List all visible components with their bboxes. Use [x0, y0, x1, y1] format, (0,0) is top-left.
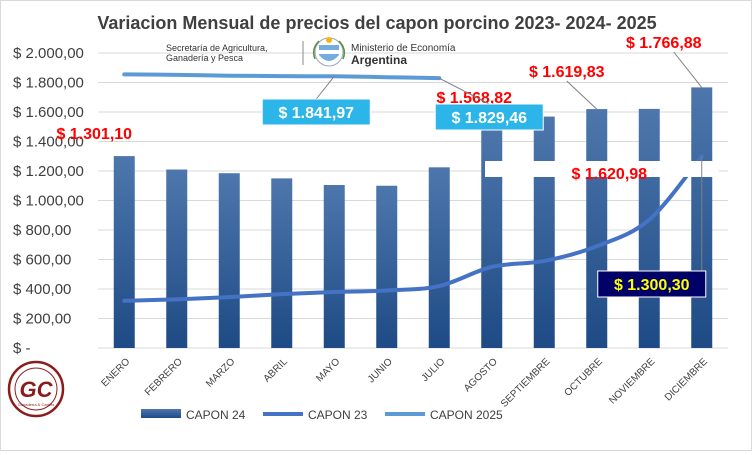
leader-line	[315, 75, 335, 100]
x-tick-label: AGOSTO	[462, 356, 500, 394]
y-tick-label: $ -	[13, 340, 31, 357]
legend-label: CAPON 24	[186, 408, 246, 422]
data-label-box	[261, 98, 371, 126]
bar	[271, 178, 293, 348]
legend: CAPON 24 CAPON 23 CAPON 2025	[141, 408, 503, 422]
line-series	[122, 72, 704, 303]
data-label-box	[434, 103, 544, 131]
gc-logo-subtext: Ganadería & Carnes	[18, 402, 55, 407]
government-logo: Secretaría de Agricultura, Ganadería y Pe…	[166, 37, 456, 67]
x-tick-label: ENERO	[99, 356, 132, 389]
y-axis-ticks: $ - $ 200,00 $ 400,00 $ 600,00 $ 800,00 $ 1.0…	[13, 45, 84, 357]
bar	[586, 109, 608, 348]
y-tick-label: $ 400,00	[13, 281, 71, 298]
y-tick-label: $ 1.000,00	[13, 193, 84, 210]
gc-logo-text: GC	[20, 377, 54, 402]
x-tick-label: SEPTIEMBRE	[499, 356, 553, 410]
y-tick-label: $ 1.600,00	[13, 104, 84, 121]
bar	[481, 125, 503, 349]
data-label: $ 1.829,46	[451, 110, 527, 127]
x-tick-label: FEBRERO	[143, 356, 185, 398]
ministerio-logo-text: Ministerio de Economía	[351, 43, 456, 54]
bar	[376, 185, 398, 348]
bar	[218, 173, 240, 348]
x-tick-label: MARZO	[204, 356, 237, 389]
argentina-logo-text: Argentina	[351, 53, 407, 67]
data-label: $ 1.301,10	[56, 126, 132, 143]
bar	[428, 167, 450, 348]
chart-title: Variacion Mensual de precios del capon p…	[97, 13, 656, 33]
bar	[533, 116, 555, 348]
y-tick-label: $ 800,00	[13, 222, 71, 239]
y-tick-label: $ 1.800,00	[13, 75, 84, 92]
gc-watermark-logo: GC Ganadería & Carnes	[7, 360, 65, 418]
x-tick-label: NOVIEMBRE	[607, 356, 657, 406]
argentina-shield-icon	[312, 37, 346, 67]
secretaria-logo-text: Secretaría de Agricultura, Ganadería y Pe…	[166, 43, 268, 63]
series-line	[122, 72, 442, 81]
y-tick-label: $ 1.200,00	[13, 163, 84, 180]
y-tick-label: $ 600,00	[13, 252, 71, 269]
y-tick-label: $ 200,00	[13, 311, 71, 328]
x-axis-ticks: ENERO FEBRERO MARZO ABRIL MAYO JUNIO JULIO AGOS…	[99, 356, 710, 410]
legend-label: CAPON 23	[308, 408, 368, 422]
x-tick-label: ABRIL	[262, 356, 291, 385]
legend-swatch	[141, 409, 181, 418]
y-tick-label: $ 1.400,00	[13, 134, 84, 151]
bar	[113, 156, 135, 348]
leader-line	[673, 51, 703, 88]
bar	[638, 108, 660, 348]
x-tick-label: OCTUBRE	[563, 356, 606, 399]
data-label-box	[597, 270, 707, 298]
leader-line	[439, 77, 490, 105]
leader-line	[566, 80, 598, 110]
x-tick-label: JUNIO	[366, 356, 395, 385]
series-line	[122, 154, 704, 303]
data-label: $ 1.300,30	[614, 277, 690, 294]
x-tick-label: MAYO	[314, 356, 342, 384]
data-label: $ 1.766,88	[626, 35, 702, 52]
data-labels: $ 1.301,10 $ 1.568,82 $ 1.619,83 $ 1.620,98…	[56, 35, 719, 298]
y-tick-label: $ 2.000,00	[13, 45, 84, 62]
data-label: $ 1.620,98	[571, 166, 647, 183]
legend-label: CAPON 2025	[430, 408, 503, 422]
bar	[166, 169, 188, 348]
x-tick-label: JULIO	[420, 356, 448, 384]
x-tick-label: DICIEMBRE	[663, 356, 710, 403]
data-label: $ 1.568,82	[436, 90, 512, 107]
data-label: $ 1.841,97	[278, 105, 354, 122]
data-label-box	[485, 161, 719, 177]
data-label: $ 1.619,83	[529, 64, 605, 81]
bar	[323, 185, 345, 348]
bar-series	[113, 87, 713, 349]
grid-lines	[98, 52, 728, 349]
